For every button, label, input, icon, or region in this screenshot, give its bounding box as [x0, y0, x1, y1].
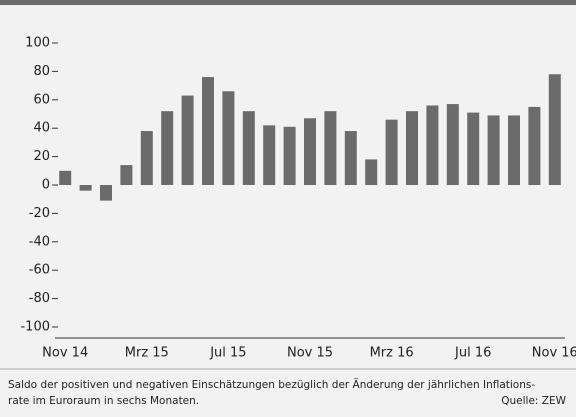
caption-line: Saldo der positiven und negativen Einsch… [8, 378, 535, 391]
bar [344, 131, 357, 185]
bar [59, 170, 72, 185]
bar [283, 126, 296, 185]
bar [426, 105, 439, 185]
y-tick-label: 60 [33, 92, 50, 107]
top-bar [0, 0, 576, 5]
bar [100, 185, 112, 201]
bar [222, 91, 235, 185]
y-tick-label: -20 [29, 206, 50, 221]
y-tick-label: 40 [33, 121, 50, 136]
y-tick-label: -60 [29, 263, 50, 278]
x-tick-label: Nov 14 [42, 346, 88, 361]
y-tick-label: -80 [29, 291, 50, 306]
bar [508, 115, 520, 185]
y-tick-label: 0 [42, 178, 50, 193]
bar [120, 165, 133, 185]
bar [161, 111, 174, 185]
caption-line: rate im Euroraum in sechs Monaten. [8, 395, 199, 407]
bar [242, 111, 255, 185]
bar [548, 74, 561, 185]
bar [446, 104, 459, 185]
bar [304, 118, 316, 185]
bar [528, 106, 541, 185]
y-tick-label: 20 [33, 149, 50, 164]
x-tick-label: Mrz 16 [370, 346, 414, 361]
y-tick-label: -100 [20, 320, 50, 335]
bar [487, 115, 500, 185]
bar [140, 131, 153, 185]
bar [467, 112, 480, 185]
x-tick-label: Mrz 15 [125, 346, 169, 361]
bar [181, 95, 194, 185]
source: Quelle: ZEW [501, 395, 566, 407]
bar [406, 111, 418, 185]
y-tick-label: 100 [25, 36, 50, 51]
bar [324, 111, 337, 185]
y-tick-label: 80 [33, 64, 50, 79]
x-tick-label: Nov 15 [287, 346, 333, 361]
x-tick-label: Nov 16 [532, 346, 576, 361]
y-tick-label: -40 [29, 234, 50, 249]
bar [202, 77, 214, 185]
x-tick-label: Jul 15 [209, 346, 246, 361]
bar [385, 119, 398, 185]
bar [263, 125, 276, 185]
bar [79, 185, 92, 191]
bar [365, 159, 378, 185]
x-tick-label: Jul 16 [454, 346, 491, 361]
